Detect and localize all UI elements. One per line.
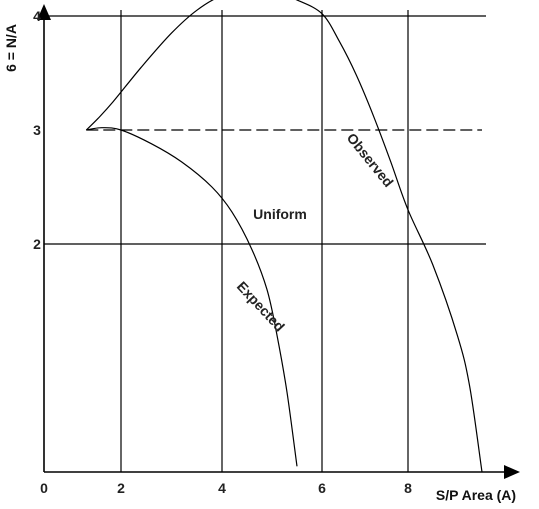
x-axis-title: S/P Area (A) bbox=[436, 487, 516, 503]
x-tick-label-6: 6 bbox=[318, 480, 326, 496]
x-tick-label-4: 4 bbox=[218, 480, 226, 496]
y-axis-arrow bbox=[37, 4, 51, 20]
x-tick-label-2: 2 bbox=[117, 480, 125, 496]
x-tick-label-0: 0 bbox=[40, 480, 48, 496]
y-tick-label-3: 3 bbox=[33, 122, 41, 138]
y-tick-label-2: 2 bbox=[33, 236, 41, 252]
x-axis-arrow bbox=[504, 465, 520, 479]
series-label-uniform: Uniform bbox=[253, 206, 307, 222]
series-label-expected: Expected bbox=[234, 278, 288, 334]
x-tick-label-8: 8 bbox=[404, 480, 412, 496]
series-line-expected bbox=[86, 127, 298, 467]
y-tick-label-4: 4 bbox=[33, 8, 41, 24]
series-label-observed: Observed bbox=[344, 130, 397, 190]
series-line-observed bbox=[85, 0, 483, 473]
y-axis-title: 6 = N/A bbox=[3, 24, 19, 72]
